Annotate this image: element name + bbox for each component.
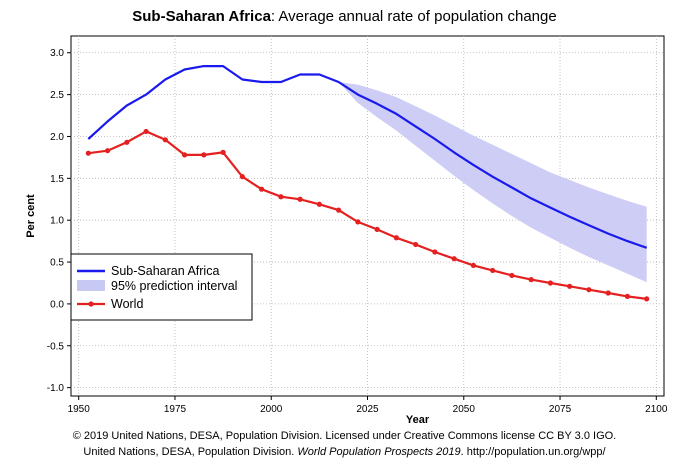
source-prefix: United Nations, DESA, Population Divisio… — [83, 446, 298, 458]
x-tick-label: 1950 — [68, 404, 91, 415]
world-series-line — [88, 130, 647, 300]
x-tick-label: 2050 — [453, 404, 476, 415]
world-data-point — [567, 283, 573, 289]
y-tick-label: 3.0 — [50, 48, 64, 59]
x-tick-label: 2075 — [549, 404, 572, 415]
y-tick-label: 0.5 — [50, 258, 64, 269]
x-tick-label: 2000 — [260, 404, 283, 415]
world-data-point — [624, 293, 631, 299]
world-data-point — [259, 186, 265, 192]
x-tick-label: 2025 — [356, 404, 379, 415]
world-data-point — [336, 207, 342, 213]
world-data-point — [220, 149, 226, 155]
world-data-point — [374, 226, 380, 232]
world-data-point — [355, 219, 361, 225]
x-tick-label: 2100 — [645, 404, 668, 415]
world-data-point — [162, 137, 168, 143]
world-data-point — [143, 128, 149, 135]
world-data-point — [605, 290, 611, 296]
world-data-point — [393, 235, 399, 241]
world-data-point — [509, 272, 515, 279]
world-data-point — [181, 152, 188, 158]
world-data-point — [586, 287, 592, 293]
world-data-point — [85, 150, 91, 156]
world-data-point — [451, 256, 457, 262]
y-tick-label: -1.0 — [47, 383, 65, 394]
y-tick-label: -0.5 — [47, 341, 65, 352]
chart-title: Sub-Saharan Africa: Average annual rate … — [0, 8, 689, 25]
world-data-point — [239, 174, 245, 180]
y-tick-label: 2.0 — [50, 132, 64, 143]
x-axis-title: Year — [406, 414, 430, 426]
world-data-point — [470, 262, 476, 268]
chart-title-region: Sub-Saharan Africa — [132, 8, 271, 25]
world-data-point — [413, 241, 419, 248]
legend-box — [70, 253, 253, 321]
y-axis-title: Per cent — [25, 194, 37, 238]
world-data-point — [432, 249, 438, 255]
y-tick-label: 1.5 — [50, 174, 64, 185]
legend-world-label: World — [111, 297, 143, 311]
x-tick-label: 1975 — [164, 404, 187, 415]
source-citation: United Nations, DESA, Population Divisio… — [0, 446, 689, 458]
world-data-point — [278, 194, 284, 200]
legend-africa-label: Sub-Saharan Africa — [111, 264, 219, 278]
world-data-point — [297, 196, 303, 202]
world-data-point — [490, 267, 496, 274]
world-data-point — [316, 201, 322, 207]
y-tick-label: 0.0 — [50, 299, 64, 310]
source-url: . http://population.un.org/wpp/ — [460, 446, 606, 458]
legend-world-marker — [88, 301, 94, 307]
world-data-point — [104, 148, 111, 154]
legend-interval-swatch — [77, 280, 105, 291]
y-tick-label: 1.0 — [50, 216, 64, 227]
world-data-point — [124, 139, 130, 145]
legend-interval-label: 95% prediction interval — [111, 279, 237, 293]
world-data-point — [201, 152, 207, 158]
world-data-point — [528, 277, 534, 283]
chart-title-rest: : Average annual rate of population chan… — [270, 8, 557, 25]
prediction-interval-band — [338, 82, 647, 283]
copyright-notice: © 2019 United Nations, DESA, Population … — [72, 430, 617, 442]
world-data-point — [644, 296, 650, 302]
y-tick-label: 2.5 — [50, 90, 64, 101]
world-data-point — [547, 280, 554, 286]
africa-series-line — [87, 64, 648, 249]
source-publication: World Population Prospects 2019 — [297, 446, 461, 458]
